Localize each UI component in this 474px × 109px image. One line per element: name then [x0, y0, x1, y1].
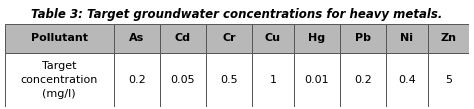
Bar — [340, 53, 386, 107]
Bar — [386, 53, 428, 107]
Text: 0.4: 0.4 — [398, 75, 416, 85]
Bar — [206, 24, 252, 53]
Bar — [5, 53, 114, 107]
Bar — [252, 24, 294, 53]
Text: 0.05: 0.05 — [171, 75, 195, 85]
Text: 0.5: 0.5 — [220, 75, 238, 85]
Text: 0.01: 0.01 — [304, 75, 329, 85]
Bar — [160, 53, 206, 107]
Bar — [428, 24, 469, 53]
Text: Ni: Ni — [400, 33, 413, 43]
Bar — [294, 24, 340, 53]
Bar — [114, 53, 160, 107]
Text: Pb: Pb — [355, 33, 371, 43]
Bar — [428, 53, 469, 107]
Text: Target
concentration
(mg/l): Target concentration (mg/l) — [20, 61, 98, 99]
Text: 1: 1 — [269, 75, 276, 85]
Bar — [294, 53, 340, 107]
Text: Cu: Cu — [265, 33, 281, 43]
Bar — [160, 24, 206, 53]
Text: 5: 5 — [445, 75, 452, 85]
Text: Table 3: Target groundwater concentrations for heavy metals.: Table 3: Target groundwater concentratio… — [31, 8, 443, 21]
Bar — [5, 24, 114, 53]
Text: Hg: Hg — [308, 33, 325, 43]
Bar — [252, 53, 294, 107]
Text: Zn: Zn — [440, 33, 456, 43]
Text: 0.2: 0.2 — [354, 75, 372, 85]
Bar — [206, 53, 252, 107]
Text: Cr: Cr — [222, 33, 236, 43]
Text: As: As — [129, 33, 145, 43]
Text: Pollutant: Pollutant — [31, 33, 88, 43]
Text: Cd: Cd — [175, 33, 191, 43]
Text: 0.2: 0.2 — [128, 75, 146, 85]
Bar — [386, 24, 428, 53]
Bar — [340, 24, 386, 53]
Bar — [114, 24, 160, 53]
